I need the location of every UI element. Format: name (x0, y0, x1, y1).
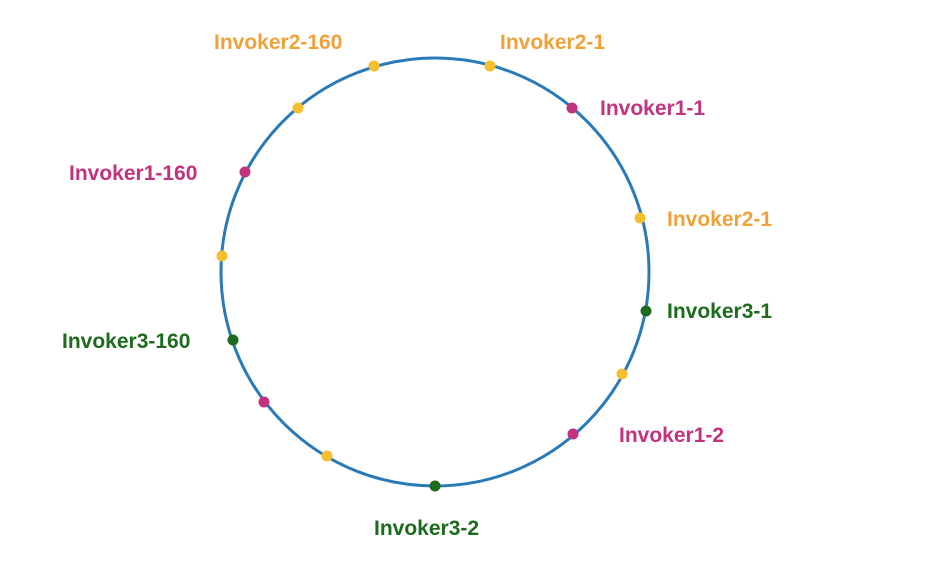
node-dot-invoker2-1-top (484, 60, 496, 72)
node-dot-invoker1-1 (566, 102, 578, 114)
node-dot-invoker3-1 (640, 305, 652, 317)
label-invoker2-1-right: Invoker2-1 (667, 208, 772, 231)
node-dot-invoker2-160 (368, 60, 380, 72)
node-dot-invoker1-unlabeled-bottom (258, 396, 270, 408)
label-invoker3-160: Invoker3-160 (62, 330, 190, 353)
label-invoker1-2: Invoker1-2 (619, 424, 724, 447)
hash-ring (219, 56, 651, 488)
node-dot-invoker2-unlabeled-top-left (292, 102, 304, 114)
label-invoker1-160: Invoker1-160 (69, 162, 197, 185)
label-invoker1-1: Invoker1-1 (600, 97, 705, 120)
label-invoker2-160: Invoker2-160 (214, 31, 342, 54)
node-dot-invoker3-160 (227, 334, 239, 346)
label-invoker3-2: Invoker3-2 (374, 517, 479, 540)
node-dot-invoker1-160 (239, 166, 251, 178)
node-dot-invoker1-2 (567, 428, 579, 440)
node-dot-invoker2-1-right (634, 212, 646, 224)
node-dot-invoker2-unlabeled-bottom (321, 450, 333, 462)
label-invoker2-1-top: Invoker2-1 (500, 31, 605, 54)
node-dot-invoker2-unlabeled-right (616, 368, 628, 380)
node-dot-invoker3-2 (429, 480, 441, 492)
node-dot-invoker2-unlabeled-left (216, 250, 228, 262)
label-invoker3-1: Invoker3-1 (667, 300, 772, 323)
